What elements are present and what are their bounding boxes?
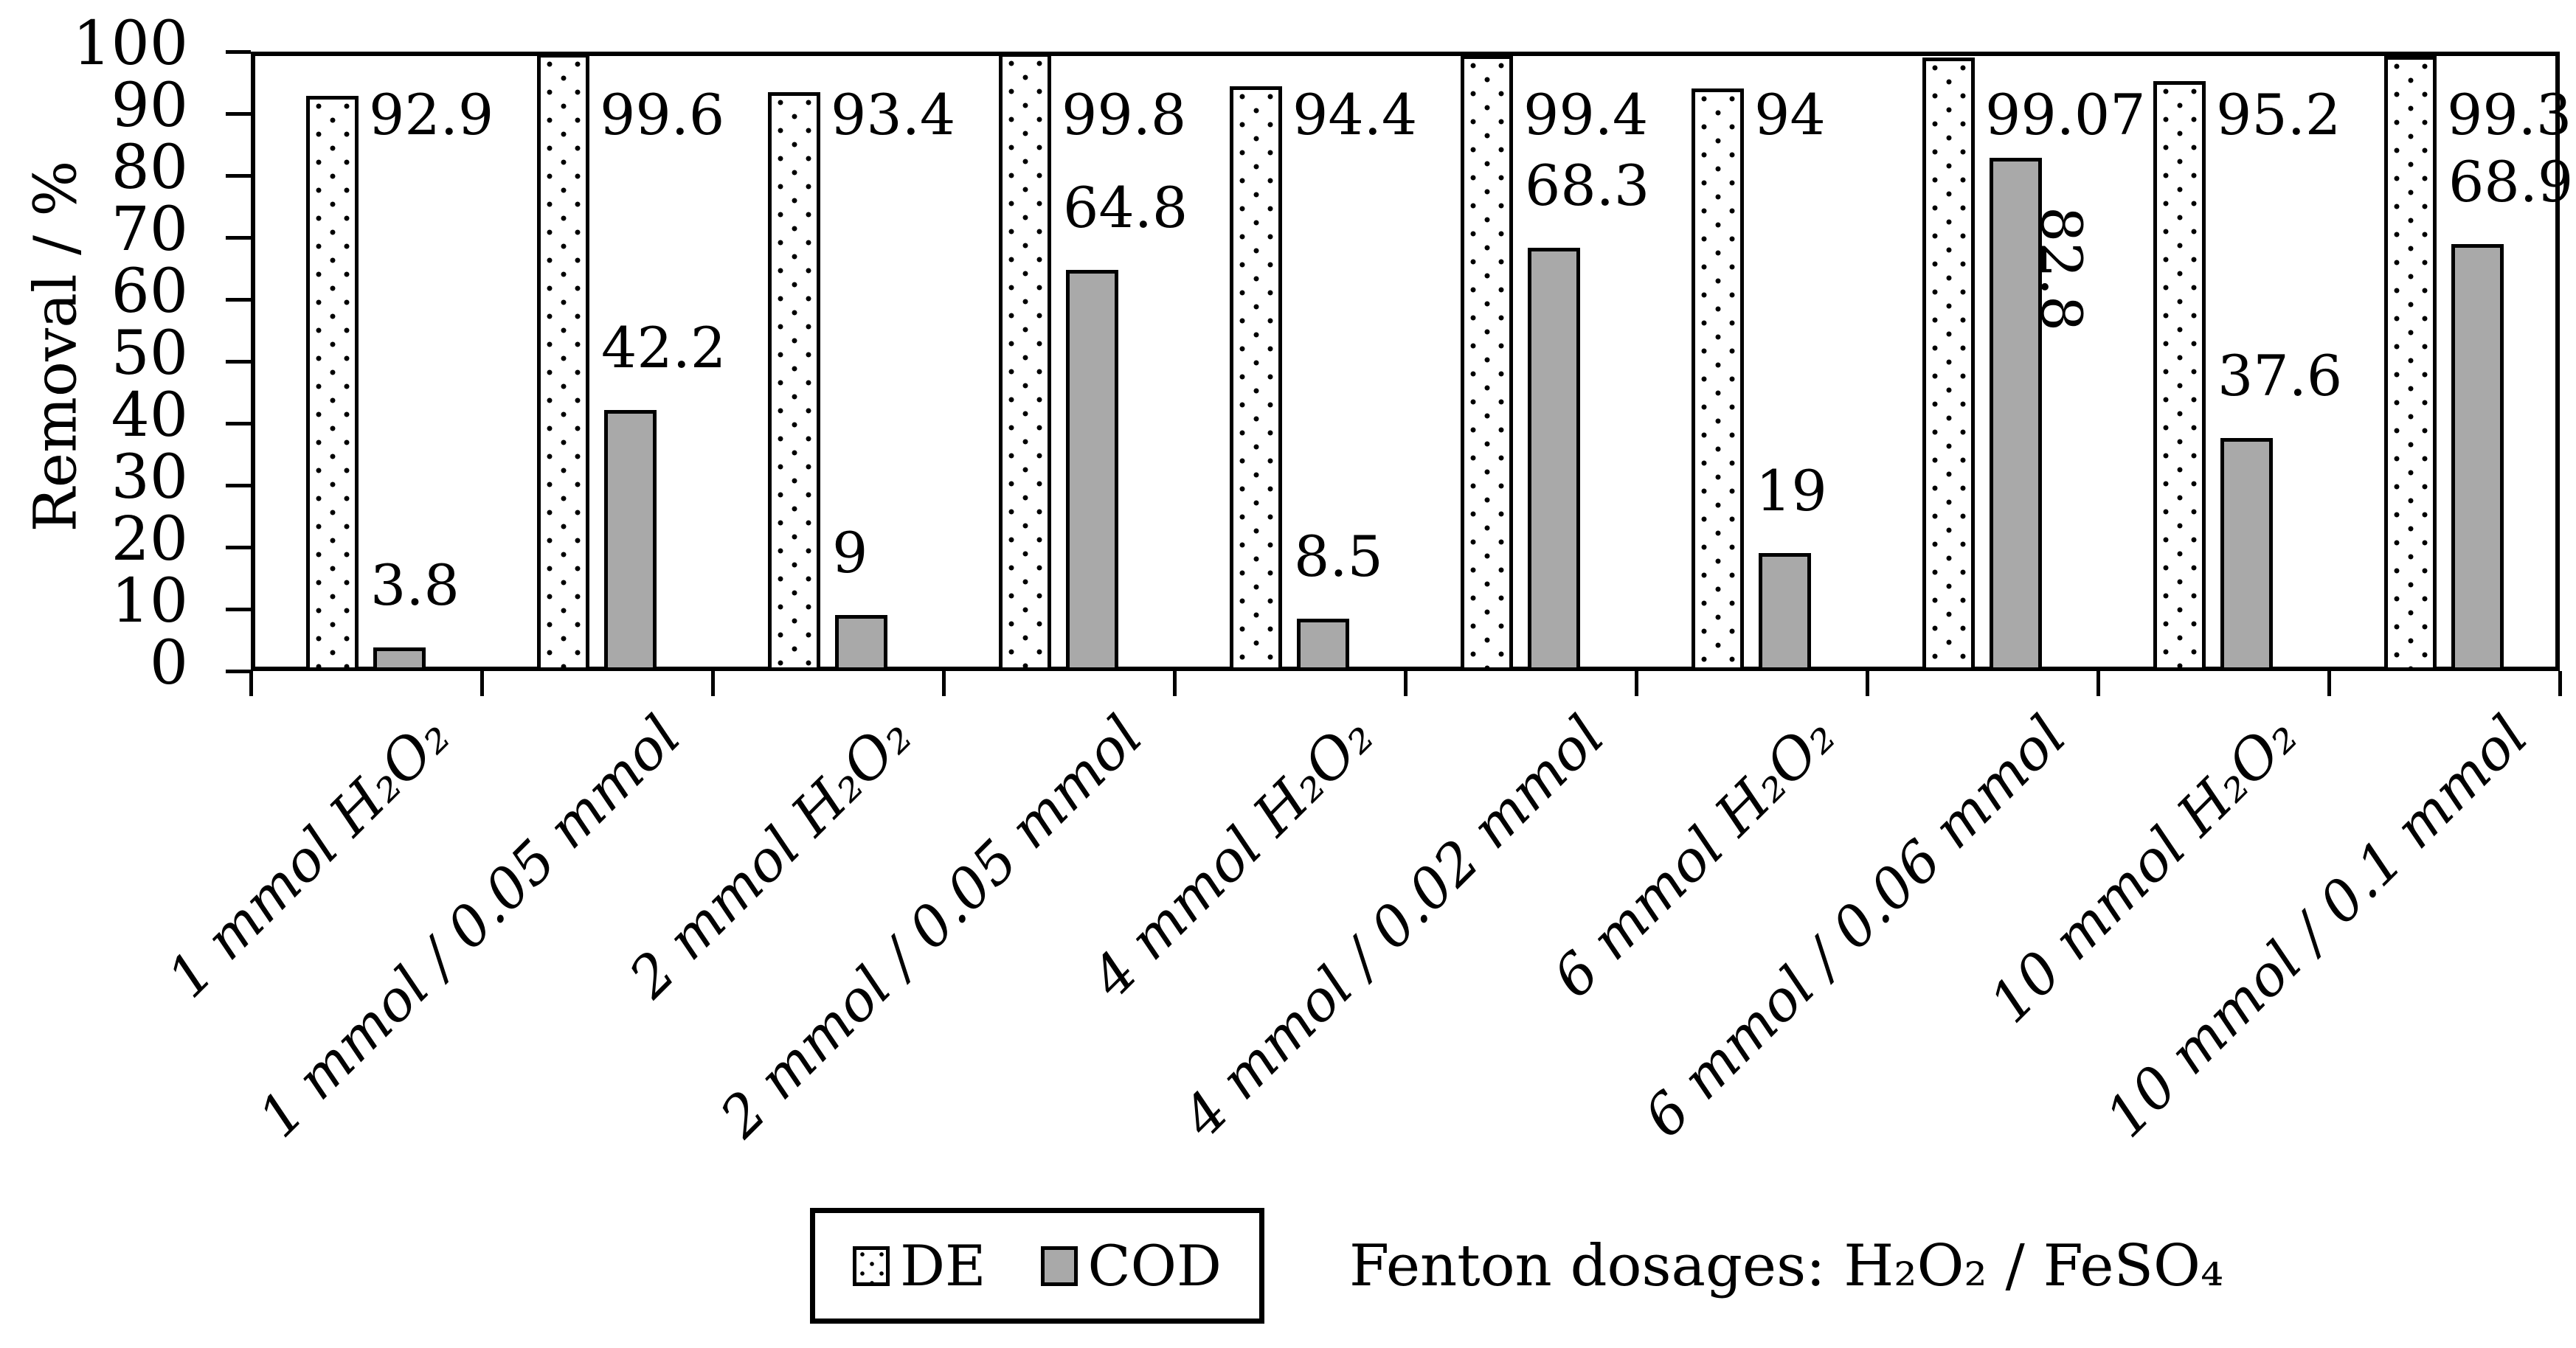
x-axis-tick — [2558, 671, 2562, 696]
y-axis-tick-label: 50 — [111, 319, 188, 389]
de-value-label: 99.4 — [1523, 82, 1649, 147]
legend-label-cod: COD — [1087, 1233, 1222, 1299]
legend-swatch-de — [853, 1245, 890, 1286]
y-axis-tick-label: 90 — [111, 71, 188, 141]
cod-bar — [1066, 269, 1118, 671]
de-bar — [2384, 55, 2437, 671]
category-label: 6 mmol / 0.06 mmol — [1631, 703, 2079, 1150]
de-bar — [1692, 88, 1744, 671]
de-value-label: 99.6 — [600, 82, 725, 147]
de-bar — [306, 95, 359, 671]
cod-bar — [1759, 553, 1811, 671]
y-axis-tick-label: 70 — [111, 195, 188, 265]
y-axis-tick — [226, 359, 251, 364]
de-value-label: 94 — [1754, 82, 1826, 147]
cod-bar — [835, 615, 887, 671]
de-value-label: 99.3 — [2447, 82, 2572, 147]
cod-bar — [1297, 618, 1349, 671]
x-axis-tick — [479, 671, 484, 696]
y-axis-tick — [226, 111, 251, 116]
y-axis-tick — [226, 421, 251, 425]
y-axis-tick-label: 10 — [111, 566, 188, 636]
x-axis-tick — [1403, 671, 1408, 696]
y-axis-tick-label: 40 — [111, 381, 188, 451]
y-axis-tick — [226, 545, 251, 549]
de-value-label: 93.4 — [831, 82, 956, 147]
y-axis-tick-label: 20 — [111, 504, 188, 574]
cod-value-label: 68.3 — [1525, 153, 1650, 219]
cod-value-label: 64.8 — [1063, 174, 1188, 240]
y-axis-tick-label: 100 — [72, 9, 188, 79]
legend-entry-de: DE — [853, 1233, 986, 1299]
x-axis-tick — [1172, 671, 1177, 696]
cod-bar — [1990, 158, 2042, 671]
de-bar — [1230, 86, 1282, 671]
y-axis-tick-label: 60 — [111, 257, 188, 327]
de-bar — [999, 52, 1051, 671]
cod-value-label: 68.9 — [2448, 149, 2574, 215]
cod-value-label: 8.5 — [1294, 523, 1383, 589]
x-axis-tick — [941, 671, 946, 696]
de-bar — [1461, 55, 1513, 671]
legend: DE COD — [810, 1208, 1264, 1324]
y-axis-tick-label: 80 — [111, 133, 188, 203]
de-bar — [768, 92, 820, 671]
category-label: 4 mmol / 0.02 mmol — [1169, 703, 1617, 1150]
x-axis-tick — [1634, 671, 1638, 696]
cod-value-label: 19 — [1756, 458, 1827, 524]
de-value-label: 99.8 — [1062, 82, 1187, 147]
y-axis-tick — [226, 235, 251, 240]
y-axis-tick — [226, 49, 251, 54]
cod-bar — [2451, 244, 2504, 671]
de-value-label: 95.2 — [2216, 82, 2341, 147]
de-bar — [537, 54, 589, 671]
de-value-label: 92.9 — [369, 82, 494, 147]
x-axis-tick — [1865, 671, 1869, 696]
y-axis-tick-label: 30 — [111, 442, 188, 513]
category-label: 1 mmol / 0.05 mmol — [246, 703, 693, 1150]
legend-note: Fenton dosages: H₂O₂ / FeSO₄ — [1349, 1232, 2224, 1299]
cod-value-label: 82.8 — [2029, 206, 2094, 332]
x-axis-tick — [2096, 671, 2100, 696]
cod-bar — [1528, 248, 1580, 671]
x-axis-tick — [249, 671, 253, 696]
x-axis-tick — [2327, 671, 2331, 696]
cod-value-label: 3.8 — [370, 552, 460, 619]
de-bar — [1922, 57, 1975, 671]
de-bar — [2153, 81, 2206, 671]
legend-entry-cod: COD — [1040, 1233, 1222, 1299]
cod-bar — [604, 409, 657, 671]
plot-area — [251, 52, 2560, 671]
cod-value-label: 9 — [832, 520, 868, 586]
category-label: 10 mmol / 0.1 mmol — [2093, 703, 2541, 1150]
cod-bar — [373, 647, 426, 671]
x-axis-tick — [710, 671, 715, 696]
de-value-label: 99.07 — [1985, 82, 2146, 147]
cod-value-label: 37.6 — [2217, 343, 2343, 409]
y-axis-tick — [226, 669, 251, 673]
legend-label-de: DE — [900, 1233, 986, 1299]
legend-swatch-cod — [1040, 1245, 1078, 1286]
y-axis-tick-label: 0 — [149, 628, 188, 698]
cod-value-label: 42.2 — [601, 314, 727, 381]
de-value-label: 94.4 — [1292, 82, 1418, 147]
cod-bar — [2220, 438, 2273, 671]
category-label: 2 mmol / 0.05 mmol — [707, 703, 1155, 1150]
y-axis-tick — [226, 483, 251, 487]
y-axis-tick — [226, 297, 251, 302]
y-axis-tick — [226, 173, 251, 178]
y-axis-tick — [226, 607, 251, 611]
